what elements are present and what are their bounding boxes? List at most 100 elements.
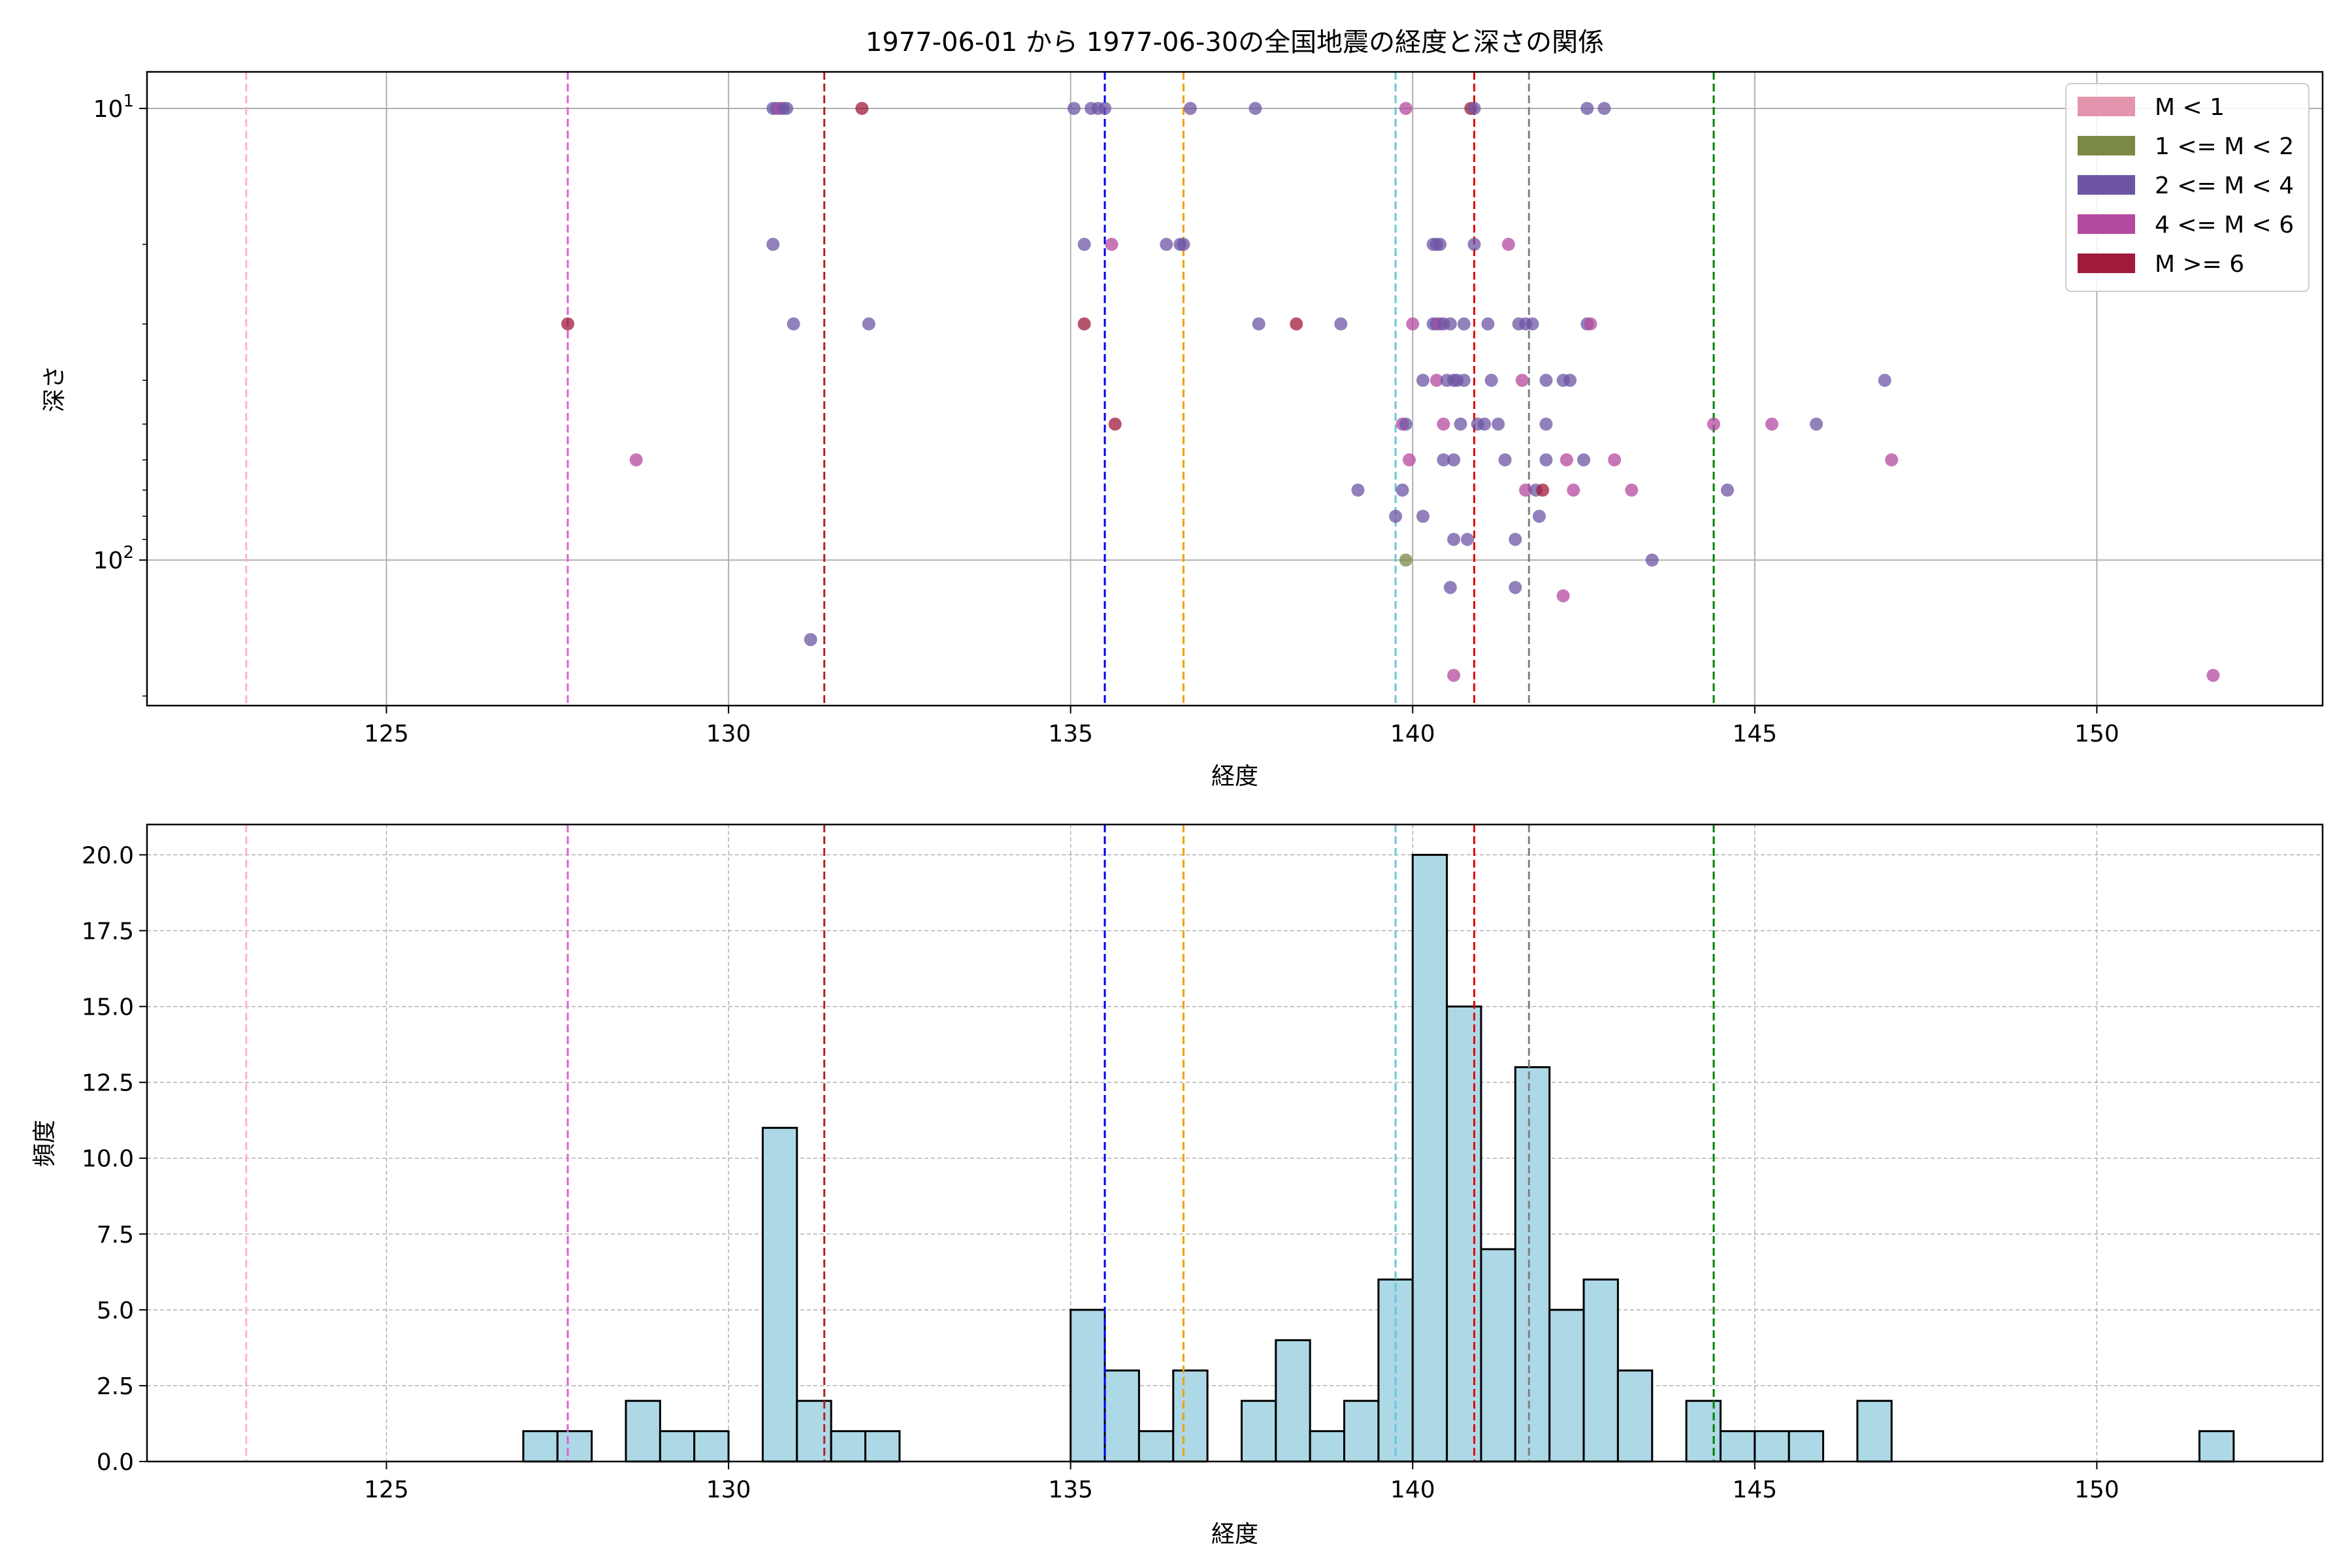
scatter-point: [1584, 317, 1597, 331]
legend-item: M >= 6: [2078, 251, 2244, 278]
scatter-x-tick-label: 140: [1390, 721, 1435, 747]
scatter-point: [804, 632, 817, 646]
histogram-reference-lines: [245, 825, 1715, 1462]
scatter-y-label: 深さ: [41, 365, 68, 412]
scatter-point: [1467, 101, 1481, 115]
scatter-point: [1443, 317, 1457, 331]
histogram-y-tick-label: 15.0: [82, 994, 134, 1021]
scatter-point: [1625, 483, 1639, 497]
histogram-bar: [830, 1430, 867, 1463]
scatter-point: [1567, 483, 1580, 497]
scatter-point: [1399, 417, 1413, 431]
scatter-point: [1539, 374, 1553, 387]
scatter-point: [1403, 453, 1416, 466]
scatter-point: [1443, 581, 1457, 595]
scatter-point: [1556, 589, 1570, 602]
histogram-x-tick-label: 130: [706, 1477, 751, 1503]
histogram-bar: [1719, 1430, 1756, 1463]
histogram-y-tick-label: 0.0: [97, 1449, 134, 1476]
scatter-point: [1536, 483, 1550, 497]
histogram-bar: [1411, 853, 1448, 1463]
scatter-title: 1977-06-01 から 1977-06-30の全国地震の経度と深さの関係: [866, 27, 1604, 57]
scatter-point: [1108, 417, 1122, 431]
histogram-x-tick-label: 140: [1390, 1477, 1435, 1503]
scatter-point: [1484, 374, 1498, 387]
scatter-point: [1501, 238, 1515, 252]
scatter-point: [1519, 483, 1533, 497]
scatter-point: [1077, 238, 1091, 252]
scatter-grid: [147, 72, 2323, 706]
histogram-y-tick-label: 10.0: [82, 1146, 134, 1173]
scatter-point: [1416, 510, 1429, 523]
histogram-bar: [1343, 1399, 1380, 1463]
histogram-bar: [1172, 1369, 1209, 1463]
scatter-point: [1885, 453, 1899, 466]
histogram-y-tick-label: 12.5: [82, 1070, 134, 1097]
histogram-bar: [2198, 1430, 2235, 1463]
scatter-point: [1447, 453, 1461, 466]
scatter-x-tick-label: 135: [1048, 721, 1093, 747]
scatter-point: [1389, 510, 1403, 523]
scatter-point: [1878, 374, 1891, 387]
scatter-x-tick-label: 150: [2074, 721, 2119, 747]
histogram-bar: [1616, 1369, 1654, 1463]
scatter-point: [787, 317, 800, 331]
scatter-point: [1067, 101, 1081, 115]
legend-item: M < 1: [2078, 94, 2225, 121]
scatter-point: [1467, 238, 1481, 252]
scatter-point: [780, 101, 794, 115]
scatter-point: [1509, 532, 1522, 546]
scatter-point: [1498, 453, 1512, 466]
histogram-y-label: 頻度: [31, 1120, 58, 1167]
histogram-y-tick-label: 7.5: [97, 1222, 134, 1249]
histogram-y-tick-label: 20.0: [82, 842, 134, 869]
legend-item: 4 <= M < 6: [2078, 212, 2294, 238]
histogram-bar: [1070, 1309, 1106, 1463]
scatter-point: [1249, 101, 1262, 115]
histogram-bar: [1856, 1399, 1893, 1463]
histogram-bar: [1582, 1278, 1619, 1463]
scatter-point: [1810, 417, 1823, 431]
histogram-y-tick-label: 17.5: [82, 919, 134, 945]
histogram-bar: [1685, 1399, 1722, 1463]
legend-swatch: [2078, 253, 2135, 273]
scatter-point: [766, 238, 780, 252]
scatter-point: [1429, 374, 1443, 387]
scatter-point: [1406, 317, 1420, 331]
scatter-point: [1539, 453, 1553, 466]
histogram-x-tick-label: 125: [364, 1477, 409, 1503]
scatter-point: [1399, 553, 1413, 567]
scatter-point: [1509, 581, 1522, 595]
scatter-point: [1481, 317, 1495, 331]
scatter-x-tick-label: 130: [706, 721, 751, 747]
scatter-x-label: 経度: [1211, 763, 1258, 790]
histogram-bar: [1446, 1005, 1482, 1463]
legend-frame: [2065, 83, 2310, 292]
scatter-y-tick-exponent: 2: [123, 543, 134, 563]
histogram-bar: [1103, 1369, 1140, 1463]
histogram-plot-area: [147, 825, 2323, 1462]
scatter-point: [855, 101, 869, 115]
histogram-bar: [1514, 1066, 1551, 1463]
legend-swatch: [2078, 214, 2135, 234]
scatter-point: [1765, 417, 1779, 431]
scatter-point: [1454, 417, 1467, 431]
scatter-point: [1515, 374, 1529, 387]
histogram-bar: [1754, 1430, 1790, 1463]
legend-swatch: [2078, 175, 2135, 195]
histogram-y-ticks: 0.0 2.5 5.0 7.5 10.0 12.5 15.0 17.5 20.0: [82, 842, 147, 1476]
scatter-point: [1608, 453, 1622, 466]
histogram-x-tick-label: 135: [1048, 1477, 1093, 1503]
scatter-point: [1457, 317, 1471, 331]
scatter-point: [1526, 317, 1539, 331]
scatter-point: [1396, 483, 1409, 497]
histogram-bar: [556, 1430, 593, 1463]
scatter-point: [1645, 553, 1659, 567]
histogram-bars: [522, 853, 2235, 1463]
scatter-point: [1077, 317, 1091, 331]
scatter-point: [1457, 374, 1471, 387]
legend-swatch: [2078, 97, 2135, 116]
legend-label: M >= 6: [2155, 251, 2244, 278]
scatter-point: [1560, 453, 1573, 466]
histogram-panel: 125 130 135 140 145 150 0.0 2.5 5.0 7.5 10.0 12.5 1…: [31, 823, 2324, 1548]
